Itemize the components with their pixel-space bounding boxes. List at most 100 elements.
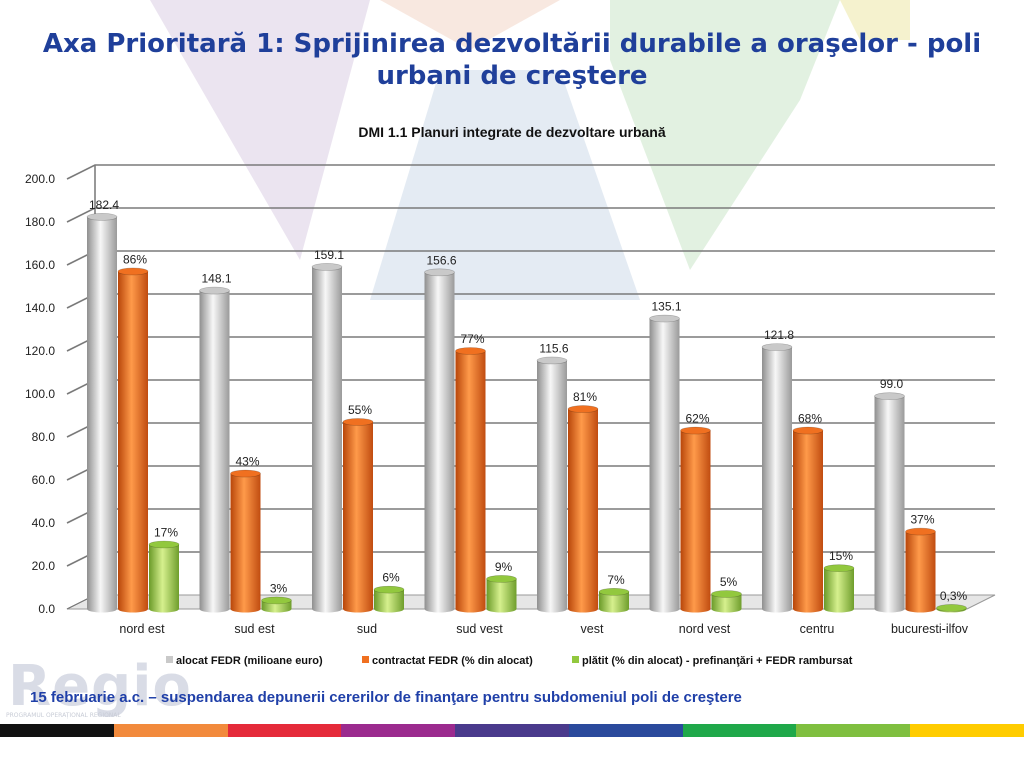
bar <box>373 585 405 613</box>
data-label: 6% <box>382 571 400 585</box>
color-strip-segment <box>568 724 683 737</box>
x-tick-label: sud vest <box>456 622 503 636</box>
y-tick-label: 160.0 <box>25 258 55 272</box>
bar <box>117 267 149 613</box>
bar-body <box>793 430 823 609</box>
x-tick-label: sud <box>357 622 377 636</box>
bar-top <box>874 392 905 400</box>
gridline <box>66 250 995 266</box>
bar-bottom <box>374 605 404 613</box>
data-label: 121.8 <box>764 328 794 342</box>
x-tick-label: nord est <box>119 622 165 636</box>
bar-bottom <box>711 605 742 613</box>
chart-bars: 182.4 86% 17% nord est 148.1 43% 3% sud est 159.… <box>86 198 969 636</box>
data-label: 62% <box>685 412 709 426</box>
bar-bottom <box>343 605 373 613</box>
bar-body <box>905 531 936 609</box>
bar <box>86 213 118 613</box>
bar <box>342 418 374 613</box>
y-tick-label: 20.0 <box>32 559 56 573</box>
bar-body <box>824 568 854 609</box>
y-tick-label: 0.0 <box>38 602 55 616</box>
bar-bottom <box>455 605 486 613</box>
bar-bottom <box>793 605 823 613</box>
bar-body <box>118 271 148 609</box>
bar-bottom <box>824 605 854 613</box>
data-label: 148.1 <box>201 272 231 286</box>
bar-bottom <box>261 605 292 613</box>
bar-top <box>598 587 630 596</box>
y-tick-label: 40.0 <box>32 516 56 530</box>
bar-bottom <box>87 605 117 613</box>
y-tick-label: 140.0 <box>25 301 55 315</box>
bar <box>874 392 905 613</box>
legend-label: alocat FEDR (milioane euro) <box>176 655 323 667</box>
bg-shape-orange <box>380 0 560 50</box>
bar-bottom <box>312 605 342 613</box>
bg-shape-green <box>610 0 840 270</box>
data-label: 77% <box>460 332 484 346</box>
y-tick-label: 120.0 <box>25 344 55 358</box>
bar-top <box>486 575 517 583</box>
bar <box>199 286 230 613</box>
bar <box>792 426 824 613</box>
data-label: 17% <box>154 526 178 540</box>
gridline <box>66 164 995 180</box>
data-label: 37% <box>910 513 934 527</box>
bar <box>649 314 680 613</box>
bar-bottom <box>424 605 455 613</box>
bar-body <box>230 473 261 609</box>
legend-swatch <box>572 656 579 663</box>
data-label: 86% <box>123 252 147 266</box>
bar-top <box>823 564 855 572</box>
bar-bottom <box>680 605 711 613</box>
bar-body <box>486 578 517 609</box>
bar <box>311 263 343 613</box>
color-strip-segment <box>455 724 569 737</box>
data-label: 7% <box>607 573 625 587</box>
bar-top <box>117 267 149 276</box>
bar-top <box>373 585 405 594</box>
bar <box>598 587 630 613</box>
data-label: 99.0 <box>880 377 904 391</box>
bar <box>455 347 486 613</box>
y-tick-label: 80.0 <box>32 430 56 444</box>
bar <box>148 540 180 613</box>
gridline <box>66 207 995 223</box>
bar-body <box>199 290 230 609</box>
bar-top <box>649 314 680 323</box>
y-tick-label: 200.0 <box>25 172 55 186</box>
bar <box>711 590 742 613</box>
data-label: 9% <box>495 560 513 574</box>
data-label: 68% <box>798 412 822 426</box>
bar-top <box>199 286 230 295</box>
bar-top <box>711 590 742 598</box>
data-label: 159.1 <box>314 248 344 262</box>
bar <box>424 268 455 613</box>
bar-body <box>455 351 486 609</box>
bar-chart: DMI 1.1 Planuri integrate de dezvoltare … <box>25 124 996 667</box>
bar-body <box>343 421 373 609</box>
bar-body <box>424 272 455 609</box>
footer-note: 15 februarie a.c. – suspendarea depuneri… <box>30 689 742 706</box>
color-strip-segment <box>0 724 114 737</box>
bar-top <box>424 268 455 277</box>
bar-top <box>455 347 486 355</box>
bar-top <box>86 213 118 221</box>
regio-logo: Regio PROGRAMUL OPERAȚIONAL REGIONAL <box>6 654 191 720</box>
bar-body <box>711 593 742 609</box>
bar-body <box>762 347 792 609</box>
legend-label: contractat FEDR (% din alocat) <box>372 655 533 667</box>
x-tick-label: vest <box>581 622 604 636</box>
data-label: 135.1 <box>651 300 681 314</box>
bar-bottom <box>568 605 598 613</box>
color-strip-segment <box>341 724 456 737</box>
bar-bottom <box>537 605 567 613</box>
bar-body <box>874 396 905 609</box>
data-label: 156.6 <box>426 253 456 267</box>
bar-body <box>537 360 567 609</box>
bg-shape-blue <box>370 70 640 300</box>
bar-top <box>792 426 824 435</box>
bar-bottom <box>762 605 792 613</box>
data-label: 5% <box>720 575 738 589</box>
